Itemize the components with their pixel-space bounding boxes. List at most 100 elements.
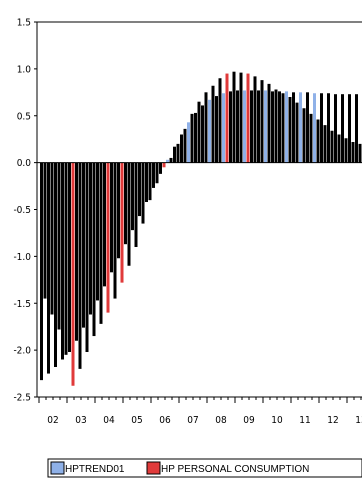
bar-hptrend01 (180, 134, 183, 163)
y-tick-label: -2.5 (13, 393, 31, 404)
bar-hptrend01 (327, 93, 330, 163)
bar-hptrend01 (82, 162, 85, 328)
bar-hp-personal-consumption (120, 162, 124, 283)
legend-box (47, 458, 362, 478)
bar-hp-personal-consumption (330, 130, 334, 163)
bar-hptrend01 (334, 94, 337, 163)
bar-hptrend01 (89, 162, 92, 315)
bar-hptrend01 (222, 93, 225, 163)
bar-hptrend01 (341, 94, 344, 163)
y-tick-label: -1.0 (13, 252, 31, 263)
bar-hp-personal-consumption (302, 108, 306, 163)
bar-hp-personal-consumption (337, 134, 341, 163)
bar-hp-personal-consumption (316, 119, 320, 163)
bar-hp-personal-consumption (267, 83, 271, 163)
bar-hp-personal-consumption (113, 162, 117, 299)
bar-hp-personal-consumption (50, 162, 54, 315)
bar-hptrend01 (138, 162, 141, 217)
bar-hptrend01 (47, 162, 50, 374)
bar-hptrend01 (117, 162, 120, 259)
bar-hptrend01 (264, 90, 267, 163)
bar-hp-personal-consumption (99, 162, 103, 324)
bar-hptrend01 (236, 90, 239, 163)
bar-hptrend01 (152, 162, 155, 188)
bar-hp-personal-consumption (197, 101, 201, 163)
bar-hptrend01 (54, 162, 57, 367)
bar-hptrend01 (271, 91, 274, 163)
bar-hptrend01 (299, 92, 302, 163)
bar-hptrend01 (278, 91, 281, 163)
bar-hptrend01 (103, 162, 106, 287)
bar-hptrend01 (208, 99, 211, 163)
bar-hp-personal-consumption (106, 162, 110, 313)
bar-hp-personal-consumption (218, 78, 222, 163)
x-tick-label: 12 (327, 415, 338, 426)
bar-hp-personal-consumption (176, 143, 180, 163)
x-tick-label: 05 (131, 415, 142, 426)
bar-hptrend01 (320, 93, 323, 163)
x-tick-label: 07 (187, 415, 198, 426)
bar-hptrend01 (124, 162, 127, 245)
y-tick-label: 1.5 (17, 18, 31, 29)
bar-hptrend01 (187, 122, 190, 163)
x-tick-label: 11 (299, 415, 310, 426)
bar-hp-personal-consumption (260, 80, 264, 163)
x-tick-label: 06 (159, 415, 171, 426)
bar-hp-personal-consumption (64, 162, 68, 355)
bar-hp-personal-consumption (344, 138, 348, 163)
bar-hp-personal-consumption (351, 142, 355, 163)
y-tick-label: 0.0 (17, 158, 32, 169)
bar-hptrend01 (285, 91, 288, 163)
x-tick-label: 08 (215, 415, 227, 426)
bar-hp-personal-consumption (225, 73, 229, 163)
bar-hp-personal-consumption (92, 162, 96, 337)
bar-hptrend01 (61, 162, 64, 360)
bar-hp-personal-consumption (204, 92, 208, 163)
axes-group: 1.5 1.0 0.5 0.0 -0.5 -1.0 -1.5 -2.0 -2.5 02 03 04 05… (13, 18, 362, 426)
bar-hptrend01 (159, 162, 162, 174)
bar-hptrend01 (96, 162, 99, 301)
legend-swatch-hp-personal-consumption (146, 461, 161, 475)
bar-hp-personal-consumption (309, 113, 313, 163)
bar-hp-personal-consumption (239, 72, 243, 163)
y-tick-label: 1.0 (17, 64, 32, 75)
bar-hptrend01 (257, 90, 260, 163)
y-tick-label: 0.5 (17, 111, 31, 122)
bar-hptrend01 (173, 146, 176, 163)
bar-hp-personal-consumption (274, 89, 278, 163)
y-tick-label: -1.5 (13, 299, 31, 310)
legend-label-hptrend01: HPTREND01 (65, 464, 125, 475)
bar-hp-personal-consumption (169, 157, 173, 163)
bar-hptrend01 (229, 91, 232, 163)
bar-hptrend01 (348, 94, 351, 163)
x-tick-label: 13 (355, 415, 362, 426)
bar-hp-personal-consumption (183, 128, 187, 163)
bar-hp-personal-consumption (232, 71, 236, 163)
legend-swatch-hptrend01 (50, 461, 65, 475)
bar-hptrend01 (40, 162, 43, 381)
bar-hp-personal-consumption (148, 162, 152, 201)
y-tick-label: -2.0 (13, 346, 31, 357)
bar-hptrend01 (215, 96, 218, 163)
bar-hptrend01 (201, 105, 204, 163)
bar-hp-personal-consumption (190, 113, 194, 163)
bar-hp-personal-consumption (141, 162, 145, 224)
bar-hptrend01 (306, 92, 309, 163)
x-tick-label: 10 (271, 415, 283, 426)
bar-hptrend01 (131, 162, 134, 231)
x-tick-label: 02 (47, 415, 58, 426)
bar-hp-personal-consumption (85, 162, 89, 352)
bar-hp-personal-consumption (78, 162, 82, 369)
bar-hp-personal-consumption (281, 93, 285, 163)
legend: HPTREND01 HP PERSONAL CONSUMPTION (47, 458, 362, 478)
bar-hp-personal-consumption (127, 162, 131, 266)
bar-hp-personal-consumption (295, 102, 299, 163)
legend-label-hp-personal-consumption: HP PERSONAL CONSUMPTION (161, 464, 309, 475)
bar-hp-personal-consumption (57, 162, 61, 330)
bar-hptrend01 (292, 92, 295, 163)
bar-hp-personal-consumption (323, 125, 327, 163)
bar-hp-personal-consumption (71, 162, 75, 386)
bar-hptrend01 (110, 162, 113, 273)
bar-hp-personal-consumption (43, 162, 47, 299)
